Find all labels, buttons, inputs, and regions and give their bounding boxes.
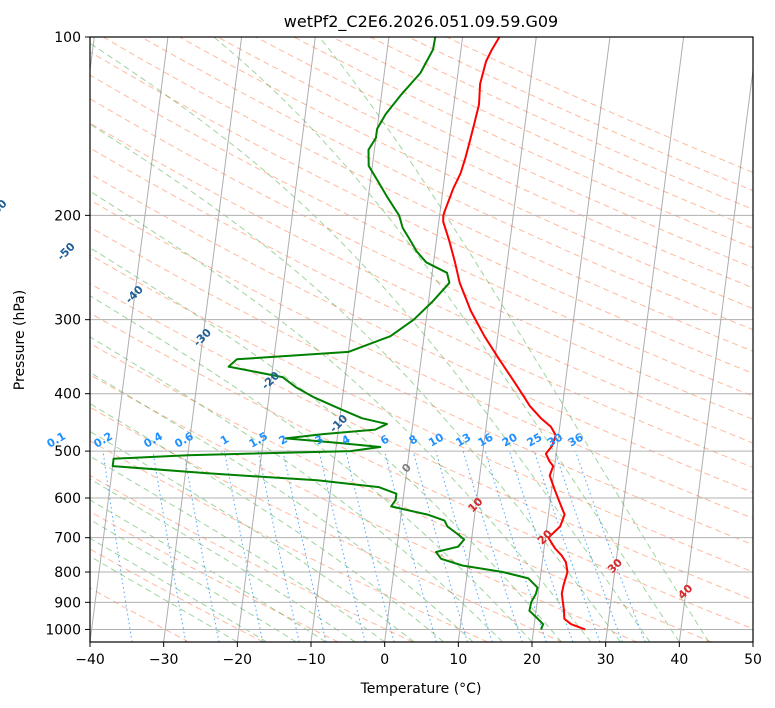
y-axis-title: Pressure (hPa)	[12, 290, 28, 390]
y-tick-label: 800	[54, 565, 81, 581]
isotherm-line	[457, 37, 537, 642]
moist-adiabat	[213, 37, 680, 642]
x-tick-label: 0	[380, 652, 389, 668]
x-tick-label: −30	[149, 652, 179, 668]
y-tick-label: 200	[54, 208, 81, 224]
moist-adiabat	[90, 430, 415, 642]
dry-adiabat	[90, 122, 753, 444]
x-tick-label: −10	[296, 652, 326, 668]
x-tick-label: 40	[670, 652, 688, 668]
y-tick-label: 700	[54, 531, 81, 547]
isotherm-line	[678, 66, 753, 642]
dry-adiabat	[90, 511, 339, 642]
y-tick-label: 900	[54, 595, 81, 611]
moist-adiabat	[90, 123, 621, 642]
moist-adiabat	[90, 42, 651, 642]
moist-adiabat	[90, 247, 562, 642]
mixing-ratio-line	[412, 450, 468, 642]
dry-adiabat	[90, 406, 563, 642]
dry-adiabat	[179, 37, 753, 310]
moist-adiabat	[90, 455, 385, 642]
dry-adiabat	[90, 342, 712, 642]
moist-adiabat	[90, 190, 592, 642]
dry-adiabat	[90, 440, 488, 642]
isotherm-line	[384, 37, 464, 642]
dry-adiabat	[217, 37, 753, 289]
isotherm-line	[236, 37, 316, 642]
mixing-ratio-line	[462, 450, 523, 642]
dry-adiabat	[90, 254, 753, 573]
x-axis-title: Temperature (°C)	[360, 681, 482, 697]
y-tick-label: 300	[54, 313, 81, 329]
plot-frame	[89, 36, 754, 643]
moist-adiabat	[90, 555, 238, 642]
isotherm-line	[531, 37, 611, 642]
isotherm-line	[163, 37, 243, 642]
x-tick-label: −40	[75, 652, 105, 668]
moist-adiabat	[90, 519, 297, 642]
dry-adiabat	[90, 282, 753, 601]
mixing-ratio-line	[183, 451, 220, 642]
moist-adiabat	[90, 371, 474, 642]
isotherm-line	[90, 37, 169, 642]
x-tick-label: 30	[597, 652, 615, 668]
isotherm-label: -60	[0, 197, 10, 220]
temperature-profile	[442, 37, 586, 631]
y-tick-label: 1000	[45, 622, 81, 638]
y-tick-label: 500	[54, 444, 81, 460]
background-lines	[90, 37, 753, 642]
x-tick-label: −20	[223, 652, 253, 668]
dry-adiabat	[90, 98, 753, 420]
y-tick-label: 400	[54, 387, 81, 403]
dry-adiabat	[90, 548, 264, 642]
dry-adiabat	[90, 199, 753, 519]
profile-lines	[111, 37, 586, 631]
y-tick-label: 100	[54, 30, 81, 46]
dry-adiabat	[90, 226, 753, 546]
mixing-ratio-line	[484, 450, 547, 642]
moist-adiabat	[90, 478, 356, 642]
axis-ticks: −40 −30 −20 −10 0 10 20 30 40 50 100 200 300 400 500 60…	[45, 30, 762, 668]
mixing-ratio-line	[152, 451, 187, 642]
y-tick-label: 600	[54, 491, 81, 507]
dry-adiabat	[90, 312, 753, 630]
x-tick-label: 10	[449, 652, 467, 668]
dry-adiabat	[90, 374, 638, 642]
dry-adiabat	[102, 37, 753, 352]
isotherm-line	[605, 37, 685, 642]
moist-adiabat	[318, 37, 710, 642]
x-tick-label: 50	[744, 652, 762, 668]
moist-adiabat	[90, 537, 268, 642]
dewpoint-profile	[111, 37, 545, 630]
dry-adiabat	[90, 51, 753, 374]
x-tick-label: 20	[523, 652, 541, 668]
chart-title: wetPf2_C2E6.2026.051.09.59.G09	[284, 12, 558, 32]
moist-adiabat	[90, 336, 503, 642]
